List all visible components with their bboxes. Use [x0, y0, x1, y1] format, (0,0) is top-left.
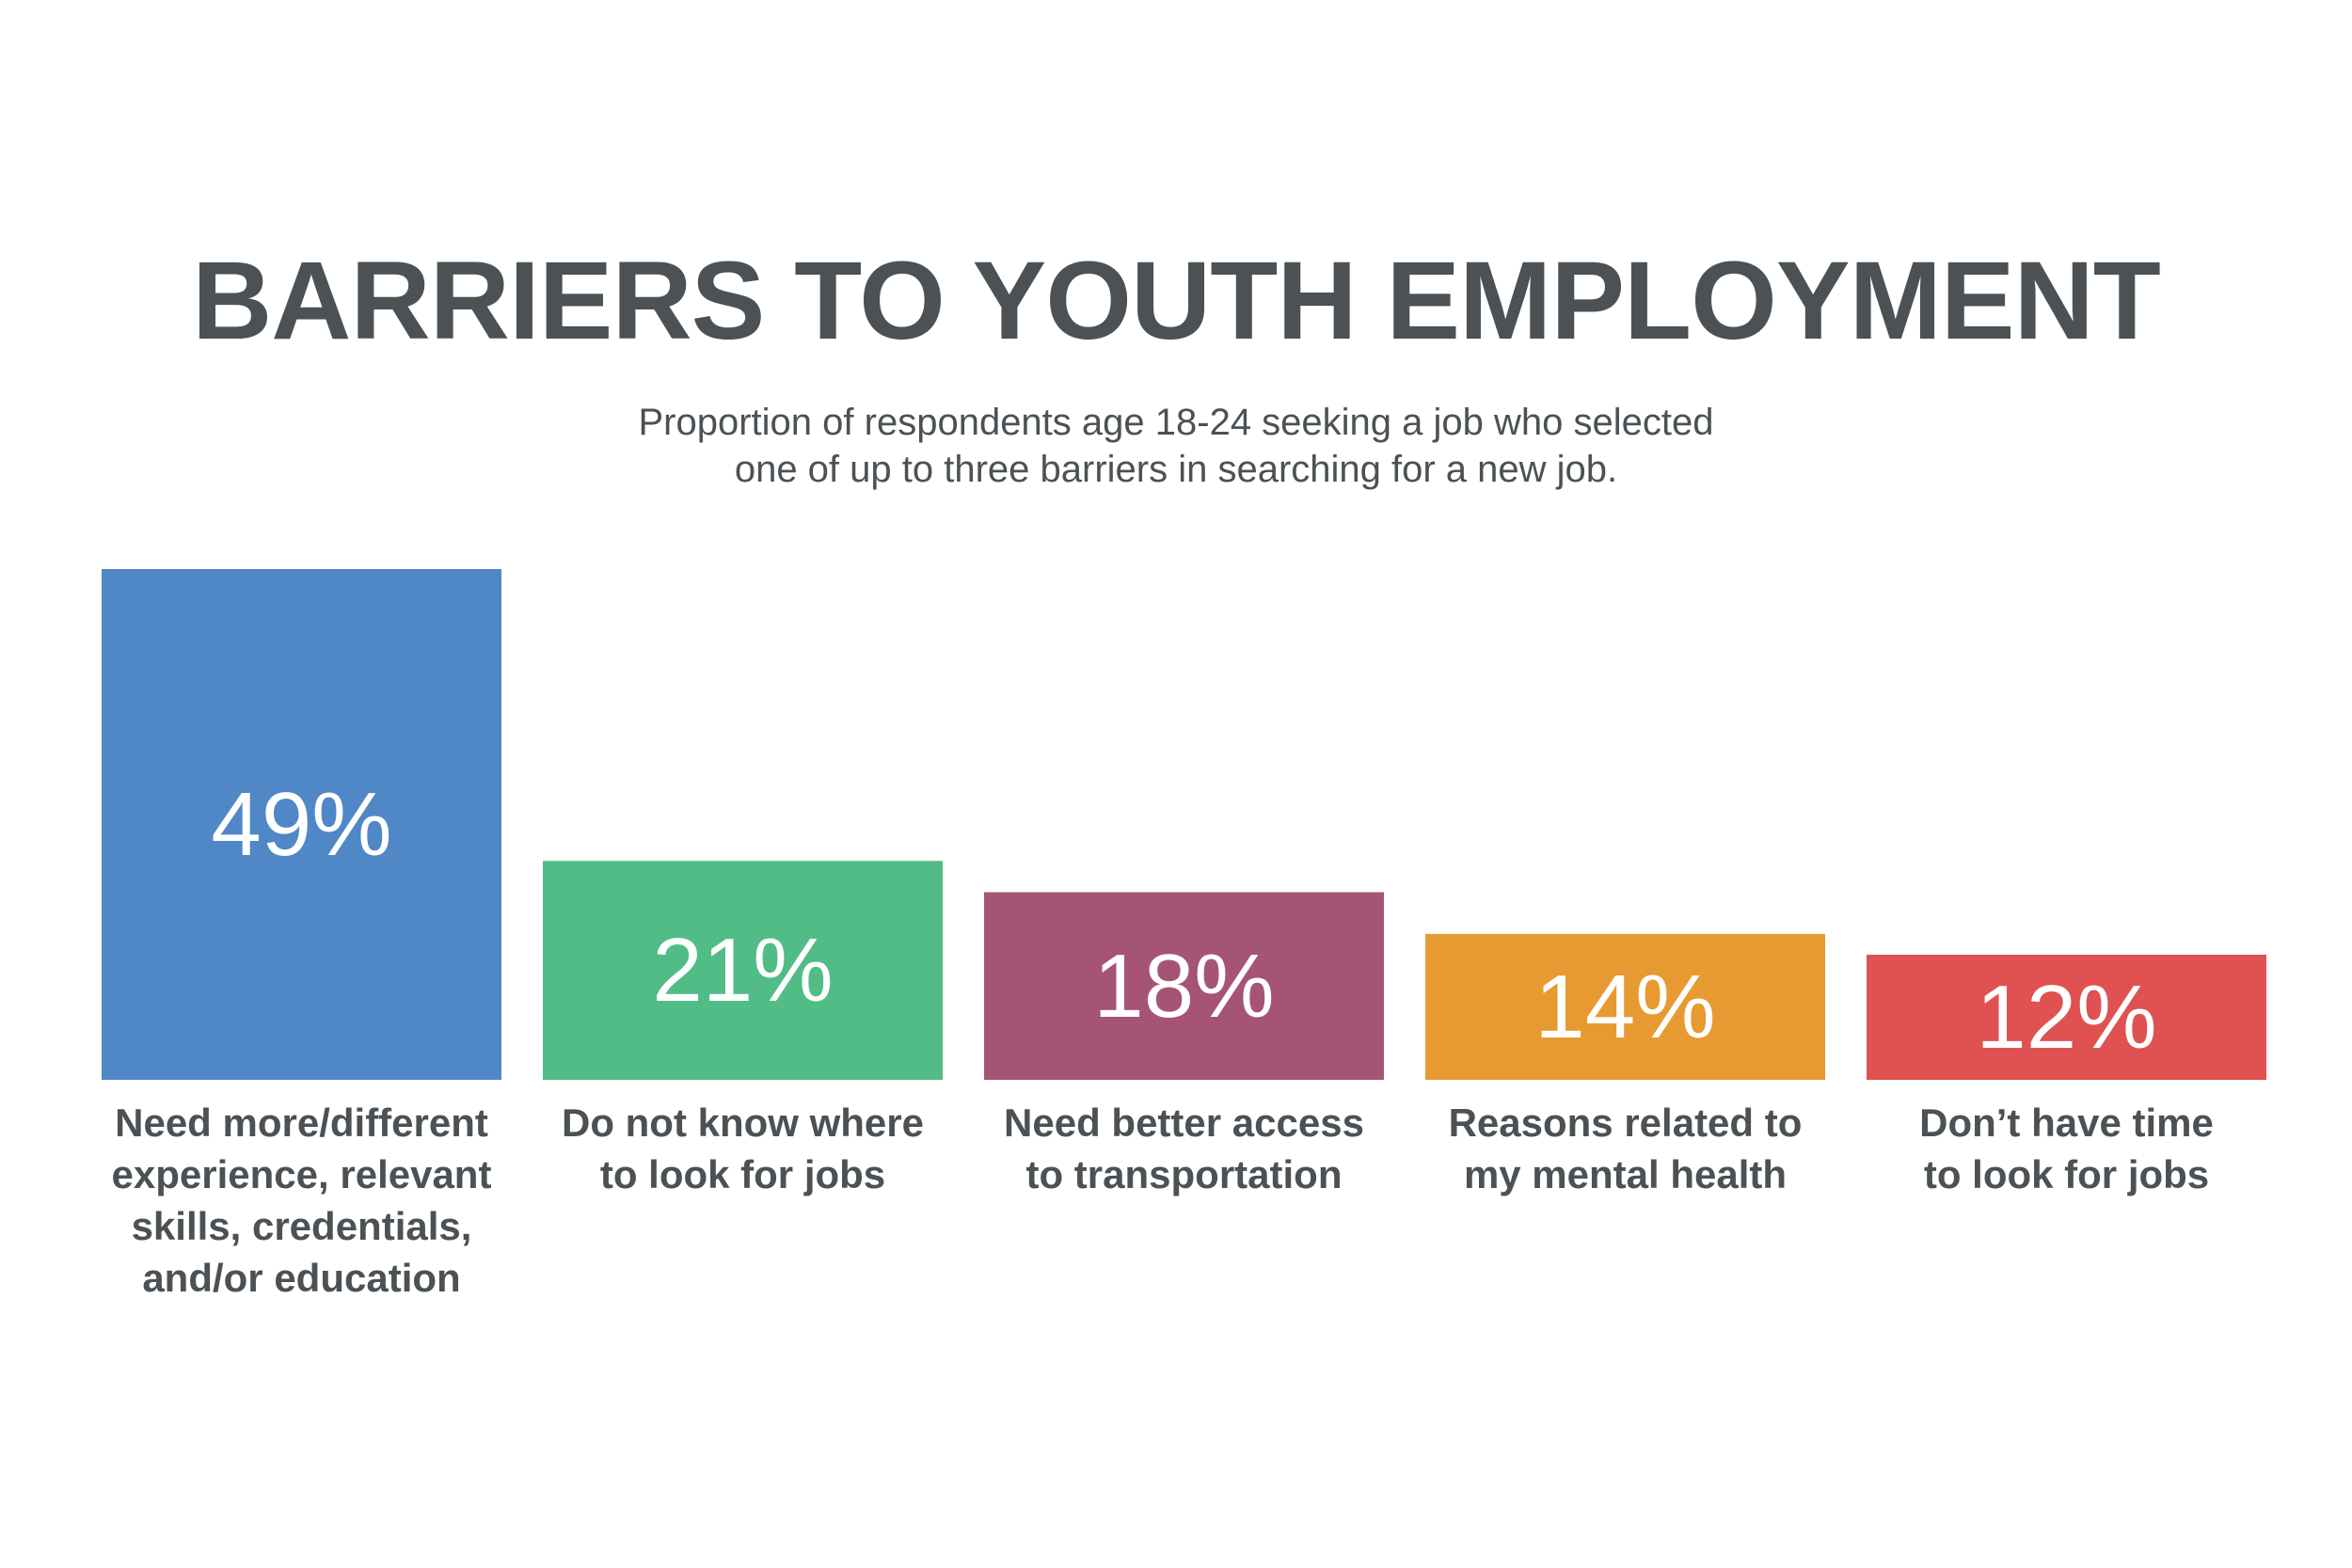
category-label: Need better access to transportation — [968, 1097, 1401, 1200]
category-label-line: to look for jobs — [599, 1152, 886, 1196]
category-label-line: Need more/different — [115, 1101, 488, 1145]
category-label: Do not know where to look for jobs — [527, 1097, 960, 1200]
bar-value-label: 18% — [1093, 936, 1274, 1037]
bar — [102, 569, 501, 1080]
chart-subtitle: Proportion of respondents age 18-24 seek… — [470, 399, 1882, 493]
subtitle-line: one of up to three barriers in searching… — [734, 449, 1618, 490]
subtitle-line: Proportion of respondents age 18-24 seek… — [638, 402, 1714, 443]
category-label: Reasons related to my mental health — [1409, 1097, 1842, 1200]
category-label-line: my mental health — [1463, 1152, 1788, 1196]
bar — [543, 861, 943, 1080]
bar-value-label: 14% — [1534, 957, 1715, 1057]
bar — [1425, 933, 1825, 1080]
bar-value-label: 21% — [652, 920, 833, 1021]
chart-title: BARRIERS TO YOUTH EMPLOYMENT — [192, 239, 2161, 363]
category-label-line: Need better access — [1004, 1101, 1364, 1145]
bar-value-label: 49% — [211, 774, 391, 875]
bar — [984, 892, 1384, 1080]
category-label-line: Don’t have time — [1919, 1101, 2214, 1145]
category-label-line: and/or education — [142, 1256, 461, 1300]
category-label: Don’t have time to look for jobs — [1851, 1097, 2283, 1200]
category-label-line: to transportation — [1025, 1152, 1343, 1196]
category-label-line: skills, credentials, — [131, 1204, 472, 1248]
bar — [1867, 955, 2266, 1080]
category-label-line: Do not know where — [561, 1101, 924, 1145]
category-label-line: experience, relevant — [111, 1152, 492, 1196]
bar-value-label: 12% — [1976, 967, 2156, 1068]
category-label-line: Reasons related to — [1448, 1101, 1803, 1145]
category-label: Need more/different experience, relevant s… — [86, 1097, 518, 1304]
category-label-line: to look for jobs — [1923, 1152, 2210, 1196]
